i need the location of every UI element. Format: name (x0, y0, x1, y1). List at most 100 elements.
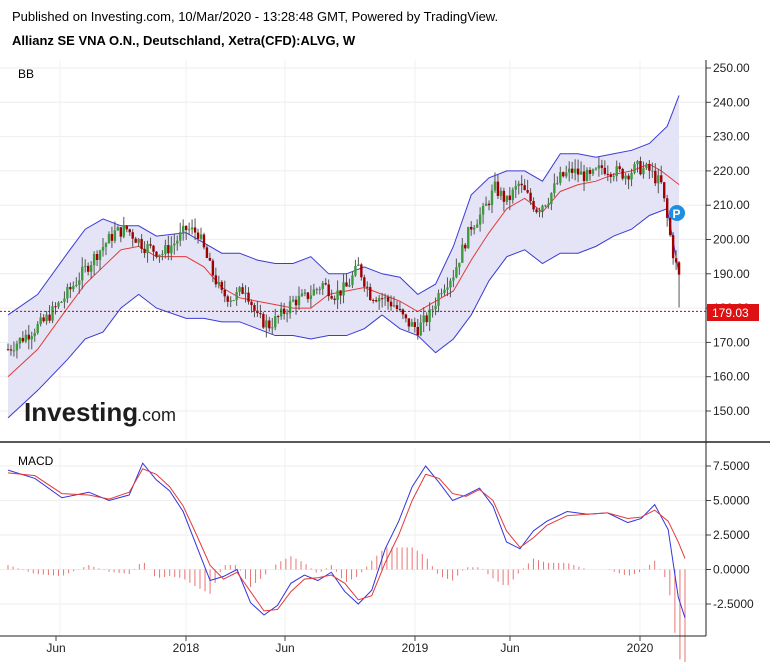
candle-body (306, 292, 310, 300)
candle-body (538, 210, 541, 213)
candle-body (51, 306, 54, 321)
candle-body (475, 224, 479, 228)
candle-body (443, 289, 446, 294)
candle-body (30, 336, 33, 340)
candle-body (196, 232, 200, 239)
candle-body (630, 172, 633, 180)
candle-body (84, 265, 87, 267)
candle-body (321, 283, 324, 289)
candle-body (674, 258, 678, 263)
price-tick-label: 200.00 (713, 233, 750, 247)
candle-body (143, 248, 146, 254)
candle-body (330, 296, 333, 299)
candle-body (624, 175, 627, 179)
candle-body (508, 195, 512, 201)
candle-body (380, 298, 384, 300)
candle-body (407, 318, 411, 327)
investing-logo: Investing .com (24, 397, 176, 427)
signal-line (7, 468, 686, 612)
candle-body (66, 286, 69, 299)
candle-body (520, 183, 523, 186)
candle-body (556, 182, 559, 184)
candle-body (327, 284, 330, 297)
candle-body (279, 308, 283, 317)
candle-body (101, 246, 105, 251)
candle-body (92, 253, 96, 266)
macd-line (7, 462, 686, 618)
candle-body (155, 251, 158, 257)
candle-body (164, 245, 167, 255)
candle-body (348, 284, 351, 287)
candle-body (217, 281, 221, 285)
candle-body (152, 245, 155, 252)
candle-body (621, 168, 624, 179)
candle-body (268, 320, 271, 329)
logo-brand: Investing (24, 397, 138, 427)
candle-body (374, 300, 378, 302)
candle-body (89, 265, 93, 272)
candle-body (140, 238, 143, 249)
candle-body (369, 287, 372, 301)
logo-suffix: .com (137, 405, 176, 425)
candle-body (351, 275, 354, 285)
candle-body (86, 265, 90, 272)
candle-body (170, 245, 173, 254)
candle-body (493, 181, 497, 191)
time-tick-label: Jun (275, 641, 294, 655)
candle-body (377, 298, 381, 302)
candle-body (544, 205, 547, 207)
candle-body (431, 309, 434, 311)
candle-body (410, 322, 414, 327)
candle-body (372, 300, 375, 302)
candle-body (496, 181, 500, 196)
candle-body (199, 234, 203, 239)
candle-body (505, 195, 509, 202)
candle-body (116, 227, 120, 231)
candle-body (277, 316, 280, 318)
candle-body (567, 168, 571, 173)
candle-body (72, 285, 75, 290)
candle-body (502, 190, 506, 202)
candle-body (229, 300, 232, 302)
candle-body (36, 324, 39, 333)
price-tick-label: 190.00 (713, 267, 750, 281)
price-tick-label: 250.00 (713, 61, 750, 75)
macd-gridlines (0, 448, 706, 636)
time-tick-label: 2019 (402, 641, 429, 655)
candle-body (603, 167, 607, 174)
candle-body (137, 238, 140, 243)
candle-body (128, 229, 131, 233)
candle-body (597, 165, 601, 169)
candle-body (363, 277, 366, 287)
candle-body (288, 301, 292, 314)
candle-body (472, 227, 476, 230)
candle-body (654, 170, 657, 184)
candle-body (42, 317, 45, 322)
candle-body (487, 203, 491, 206)
macd-tick-label: -2.5000 (713, 597, 754, 611)
candle-body (119, 227, 123, 237)
candle-body (665, 198, 669, 218)
p-marker-icon[interactable]: P (669, 205, 685, 221)
candle-body (591, 169, 595, 174)
macd-histogram (7, 547, 686, 662)
macd-lines (7, 462, 686, 618)
candle-body (383, 297, 387, 299)
candle-body (633, 164, 636, 173)
candle-body (416, 327, 419, 336)
candle-body (618, 166, 621, 169)
candle-body (262, 313, 265, 328)
candle-body (360, 264, 363, 278)
candle-body (523, 185, 526, 191)
candle-body (386, 297, 390, 302)
candle-body (481, 205, 485, 215)
candle-body (244, 292, 247, 294)
time-axis: Jun 2018 Jun 2019 Jun 2020 (46, 636, 654, 655)
candle-body (526, 190, 529, 193)
candle-body (98, 250, 102, 260)
candle-body (184, 225, 188, 231)
bb-panel-label: BB (18, 67, 34, 81)
candle-body (395, 305, 399, 310)
candle-body (609, 174, 612, 177)
candle-body (677, 262, 681, 275)
